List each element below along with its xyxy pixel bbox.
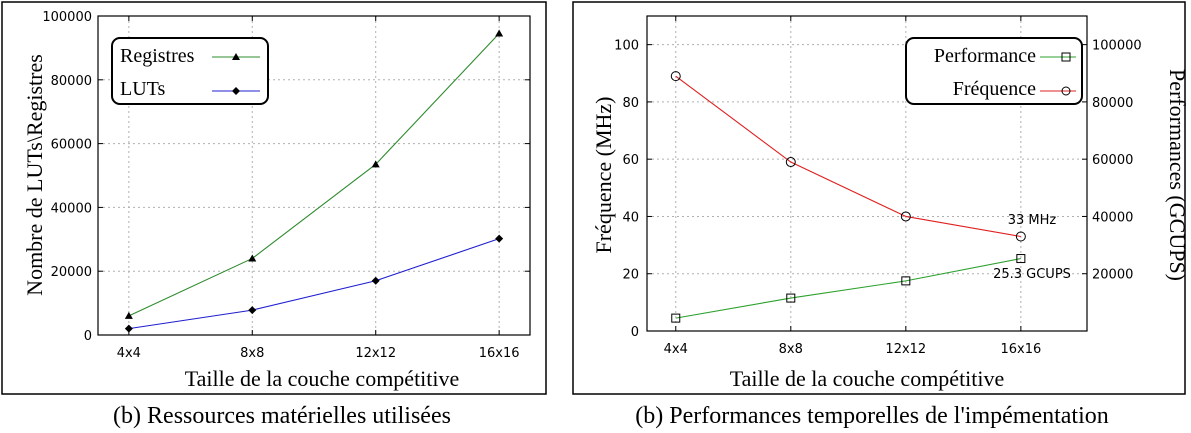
legend-label-luts: LUTs xyxy=(120,78,165,100)
y-tick-label: 60000 xyxy=(51,138,92,153)
x-axis-label: Taille de la couche compétitive xyxy=(730,366,1005,391)
plot-frame xyxy=(97,15,531,336)
y-tick-label: 80 xyxy=(622,96,639,111)
x-ticks: 4x4 8x8 12x12 16x16 xyxy=(117,16,520,361)
point-luts xyxy=(124,324,133,333)
legend-marker-performance xyxy=(1061,52,1071,62)
y-ticks: 0 20000 40000 60000 80000 100000 xyxy=(42,10,530,344)
x-tick-label: 16x16 xyxy=(479,346,520,361)
legend: Registres LUTs xyxy=(111,37,269,105)
series-line-frquence xyxy=(675,75,1021,238)
point-performance xyxy=(901,276,911,286)
legend-marker-frequence xyxy=(1061,86,1071,96)
legend-marker-registres xyxy=(232,53,240,60)
point-luts xyxy=(495,234,504,243)
x-tick-label: 8x8 xyxy=(779,342,803,357)
x-tick-label: 8x8 xyxy=(240,346,264,361)
y2-tick-label: 40000 xyxy=(1092,210,1133,225)
legend: Performance Fréquence xyxy=(905,37,1083,105)
series-line-performance xyxy=(675,258,1021,319)
x-axis-label: Taille de la couche compétitive xyxy=(185,366,460,391)
point-performance xyxy=(786,293,796,303)
y2-tick-label: 80000 xyxy=(1092,96,1133,111)
y2-tick-label: 60000 xyxy=(1092,153,1133,168)
point-performance xyxy=(671,313,681,323)
point-luts xyxy=(248,306,257,315)
y-tick-label: 20000 xyxy=(51,265,92,280)
x-ticks: 4x4 8x8 12x12 16x16 xyxy=(664,16,1041,357)
x-tick-label: 4x4 xyxy=(117,346,141,361)
y-ticks-right: 20000 40000 60000 80000 100000 xyxy=(1082,39,1142,283)
panel-border xyxy=(572,1,1186,395)
x-tick-label: 12x12 xyxy=(885,342,926,357)
point-frquence xyxy=(1015,231,1026,242)
point-registres xyxy=(124,311,133,319)
point-frquence xyxy=(670,71,681,82)
legend-label-frequence: Fréquence xyxy=(953,78,1036,100)
plot-frame xyxy=(646,15,1088,332)
annotation-frequency: 33 MHz xyxy=(1008,213,1057,228)
legend-box xyxy=(905,37,1083,105)
legend-marker-luts xyxy=(232,87,240,95)
y-tick-label: 100 xyxy=(614,39,639,54)
resources-panel: 0 20000 40000 60000 80000 100000 4x4 8x8 12x12 1… xyxy=(1,1,547,395)
y-tick-label: 40 xyxy=(622,210,639,225)
point-performance xyxy=(1016,254,1026,264)
y-axis-label: Nombre de LUTs\Registres xyxy=(22,54,47,296)
point-registres xyxy=(371,160,380,168)
point-frquence xyxy=(785,157,796,168)
series-group xyxy=(124,29,504,333)
legend-box xyxy=(111,37,269,105)
y2-tick-label: 20000 xyxy=(1092,268,1133,283)
y2-tick-label: 100000 xyxy=(1092,39,1142,54)
x-tick-label: 16x16 xyxy=(1000,342,1041,357)
y-tick-label: 100000 xyxy=(42,10,92,25)
caption-left: (b) Ressources matérielles utilisées xyxy=(113,403,451,429)
y-axis-label-right: Performances (GCUPS) xyxy=(1165,69,1190,281)
panel-border xyxy=(1,1,547,395)
y-tick-label: 0 xyxy=(84,329,92,344)
series-group xyxy=(670,71,1026,323)
y-tick-label: 40000 xyxy=(51,201,92,216)
y-tick-label: 20 xyxy=(622,268,639,283)
x-tick-label: 4x4 xyxy=(664,342,688,357)
y-axis-label-left: Fréquence (MHz) xyxy=(591,97,616,254)
legend-label-registres: Registres xyxy=(120,45,195,67)
point-registres xyxy=(495,29,504,37)
x-tick-label: 12x12 xyxy=(355,346,396,361)
point-luts xyxy=(371,276,380,285)
legend-label-performance: Performance xyxy=(934,45,1036,67)
annotation-performance: 25.3 GCUPS xyxy=(993,267,1071,282)
y-ticks-left: 0 20 40 60 80 100 xyxy=(614,39,652,340)
caption-right: (b) Performances temporelles de l'impéme… xyxy=(635,403,1109,429)
y-tick-label: 60 xyxy=(622,153,639,168)
series-line-luts xyxy=(128,238,500,330)
y-tick-label: 80000 xyxy=(51,74,92,89)
y-tick-label: 0 xyxy=(631,325,639,340)
series-line-registres xyxy=(128,33,500,317)
point-frquence xyxy=(900,211,911,222)
point-registres xyxy=(248,254,257,262)
